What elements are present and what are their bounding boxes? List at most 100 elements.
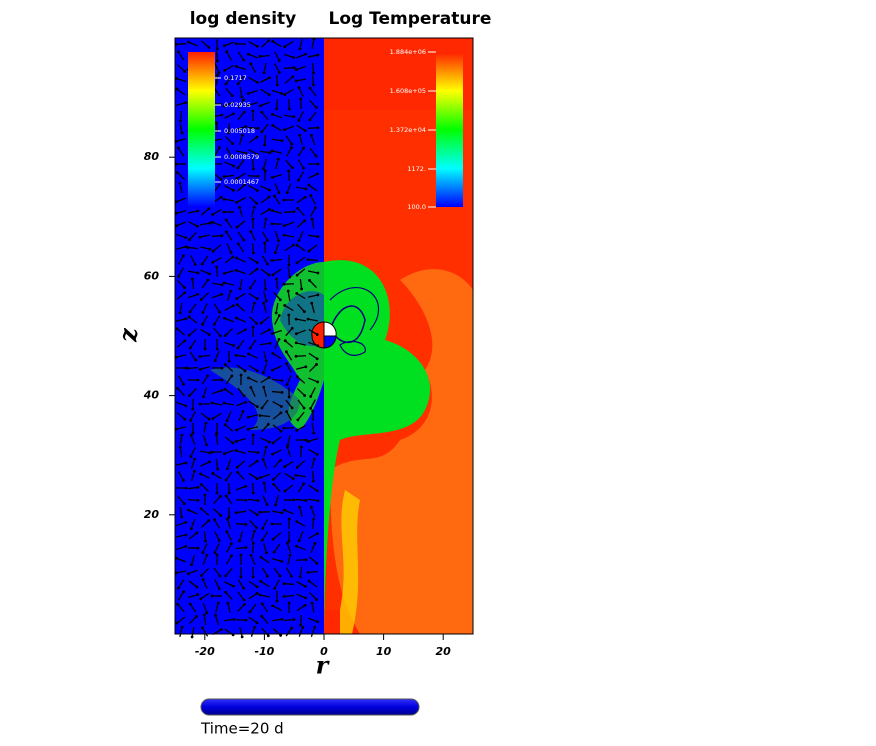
- arrow: [223, 282, 235, 286]
- arrow: [179, 110, 183, 122]
- arrow-head: [288, 275, 292, 279]
- arrow-head: [193, 469, 196, 473]
- arrow: [251, 242, 255, 254]
- arrow-head: [278, 574, 282, 578]
- arrow-head: [313, 206, 317, 210]
- arrow: [235, 150, 247, 154]
- arrow-head: [196, 224, 199, 228]
- arrow-head: [223, 387, 227, 391]
- arrow-head: [232, 584, 235, 588]
- arrow-head: [309, 505, 313, 509]
- arrow: [261, 615, 269, 625]
- arrow: [250, 63, 256, 73]
- arrow-head: [316, 532, 319, 536]
- arrow-head: [202, 613, 206, 617]
- arrow: [307, 294, 319, 298]
- arrow-head: [183, 291, 187, 295]
- arrow-head: [307, 579, 311, 583]
- arrow-head: [182, 502, 186, 506]
- arrow-head: [291, 243, 295, 247]
- arrow-head: [309, 194, 313, 197]
- arrow-head: [264, 287, 267, 291]
- arrow-head: [222, 401, 226, 405]
- arrow-head: [242, 394, 246, 398]
- arrow: [296, 604, 306, 612]
- arrow-head: [218, 146, 221, 150]
- arrow-head: [290, 146, 293, 150]
- arrow: [248, 89, 258, 95]
- arrow: [261, 531, 269, 541]
- arrow-head: [218, 334, 222, 338]
- arrow-head: [222, 271, 226, 275]
- arrow: [295, 366, 307, 370]
- arrow: [259, 150, 271, 154]
- arrow: [298, 111, 304, 121]
- arrow-head: [282, 582, 286, 586]
- arrow: [271, 258, 283, 262]
- arrow: [200, 208, 210, 216]
- arrow-head: [295, 520, 299, 523]
- arrow: [263, 303, 267, 313]
- arrow: [272, 558, 282, 562]
- arrow: [297, 399, 305, 409]
- arrow-head: [295, 429, 299, 432]
- arrow: [202, 579, 208, 589]
- arrow: [188, 509, 198, 515]
- colorbar-label: 0.0008579: [224, 153, 259, 161]
- arrow-head: [292, 210, 296, 214]
- arrow-head: [200, 262, 204, 266]
- arrow: [274, 339, 280, 349]
- arrow: [175, 246, 187, 250]
- arrow-head: [180, 433, 184, 437]
- arrow: [296, 292, 306, 300]
- arrow-head: [226, 517, 229, 521]
- arrow: [223, 198, 235, 202]
- arrow-head: [311, 479, 315, 483]
- arrow-head: [315, 489, 319, 493]
- arrow: [187, 246, 199, 250]
- time-slider[interactable]: [200, 698, 420, 716]
- arrow: [175, 318, 187, 322]
- arrow-head: [261, 371, 265, 375]
- arrow-head: [251, 491, 255, 495]
- arrow: [262, 159, 268, 169]
- arrow-head: [244, 328, 247, 332]
- colorbar-label: 0.1717: [224, 74, 247, 82]
- arrow: [188, 316, 198, 324]
- density-colorbar: [188, 52, 215, 207]
- arrow-head: [316, 271, 320, 275]
- arrow-head: [315, 363, 318, 366]
- arrow: [261, 399, 269, 409]
- arrow: [239, 278, 243, 290]
- arrow-head: [302, 166, 305, 170]
- arrow: [287, 266, 291, 278]
- arrow: [177, 279, 185, 289]
- arrow-head: [264, 551, 268, 555]
- arrow-head: [248, 286, 252, 290]
- arrow-head: [267, 273, 271, 277]
- arrow-head: [238, 287, 242, 291]
- arrow-head: [217, 587, 221, 590]
- arrow: [215, 50, 219, 62]
- arrow: [237, 471, 245, 481]
- arrow: [296, 244, 306, 252]
- arrow: [248, 268, 258, 276]
- arrow-head: [276, 157, 280, 161]
- arrow-head: [215, 47, 219, 51]
- arrow: [237, 75, 245, 85]
- arrow: [274, 495, 280, 505]
- arrow-head: [277, 314, 281, 317]
- arrow-head: [204, 539, 208, 543]
- arrow-head: [244, 498, 248, 502]
- arrow-head: [183, 339, 187, 343]
- arrow: [264, 242, 266, 254]
- y-tick-label: 40: [143, 389, 160, 402]
- arrow-head: [255, 477, 259, 481]
- arrow-head: [268, 328, 271, 332]
- arrow-head: [298, 133, 302, 137]
- arrow: [213, 495, 221, 505]
- arrow-head: [275, 599, 279, 603]
- arrow: [250, 531, 256, 541]
- arrow: [199, 246, 211, 250]
- arrow: [189, 231, 197, 241]
